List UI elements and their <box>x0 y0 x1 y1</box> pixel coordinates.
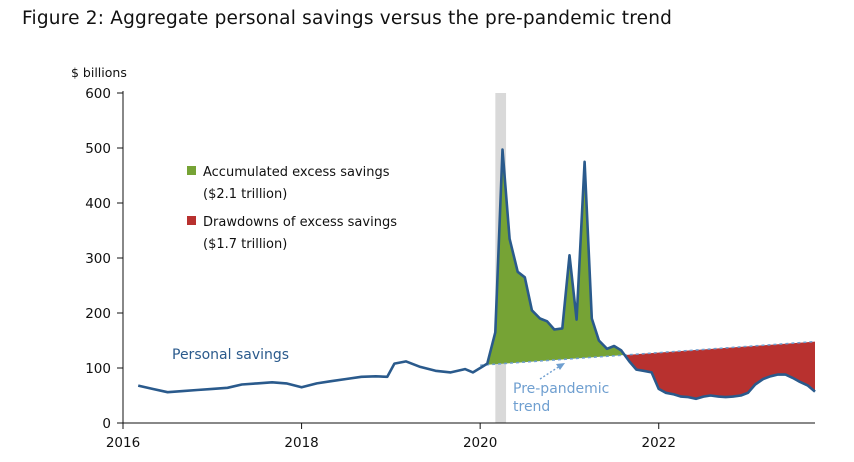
y-axis-unit-label: $ billions <box>71 65 127 80</box>
pre-pandemic-annotation-line2: trend <box>513 399 550 415</box>
trend-pointer-arrow <box>539 365 561 380</box>
pre-pandemic-annotation-line1: Pre-pandemic <box>513 381 609 397</box>
pre-pandemic-trend-line <box>480 340 816 366</box>
y-tick-label: 0 <box>102 416 111 432</box>
y-tick-label: 500 <box>85 141 111 157</box>
x-tick-label: 2018 <box>284 435 318 451</box>
legend-swatch-excess <box>187 166 196 175</box>
personal-savings-annotation: Personal savings <box>172 347 289 363</box>
personal-savings-line <box>137 148 816 401</box>
y-tick-label: 200 <box>85 306 111 322</box>
y-tick-label: 100 <box>85 361 111 377</box>
x-axis-ticks: 2016 2018 2020 2022 <box>106 423 676 451</box>
figure-title: Figure 2: Aggregate personal savings ver… <box>22 8 673 29</box>
y-tick-label: 400 <box>85 196 111 212</box>
legend-swatch-drawdown <box>187 216 196 225</box>
legend-sublabel-excess: ($2.1 trillion) <box>203 187 287 202</box>
y-tick-label: 300 <box>85 251 111 267</box>
x-tick-label: 2016 <box>106 435 140 451</box>
legend-label-drawdown: Drawdowns of excess savings <box>203 215 397 230</box>
y-axis-ticks: 0 100 200 300 400 500 600 <box>85 86 123 432</box>
legend-label-excess: Accumulated excess savings <box>203 165 390 180</box>
x-tick-label: 2022 <box>642 435 676 451</box>
x-tick-label: 2020 <box>463 435 497 451</box>
y-tick-label: 600 <box>85 86 111 102</box>
drawdown-area <box>624 341 815 399</box>
excess-savings-area <box>480 149 625 366</box>
legend-sublabel-drawdown: ($1.7 trillion) <box>203 237 287 252</box>
trend-pointer-arrowhead <box>556 363 565 370</box>
